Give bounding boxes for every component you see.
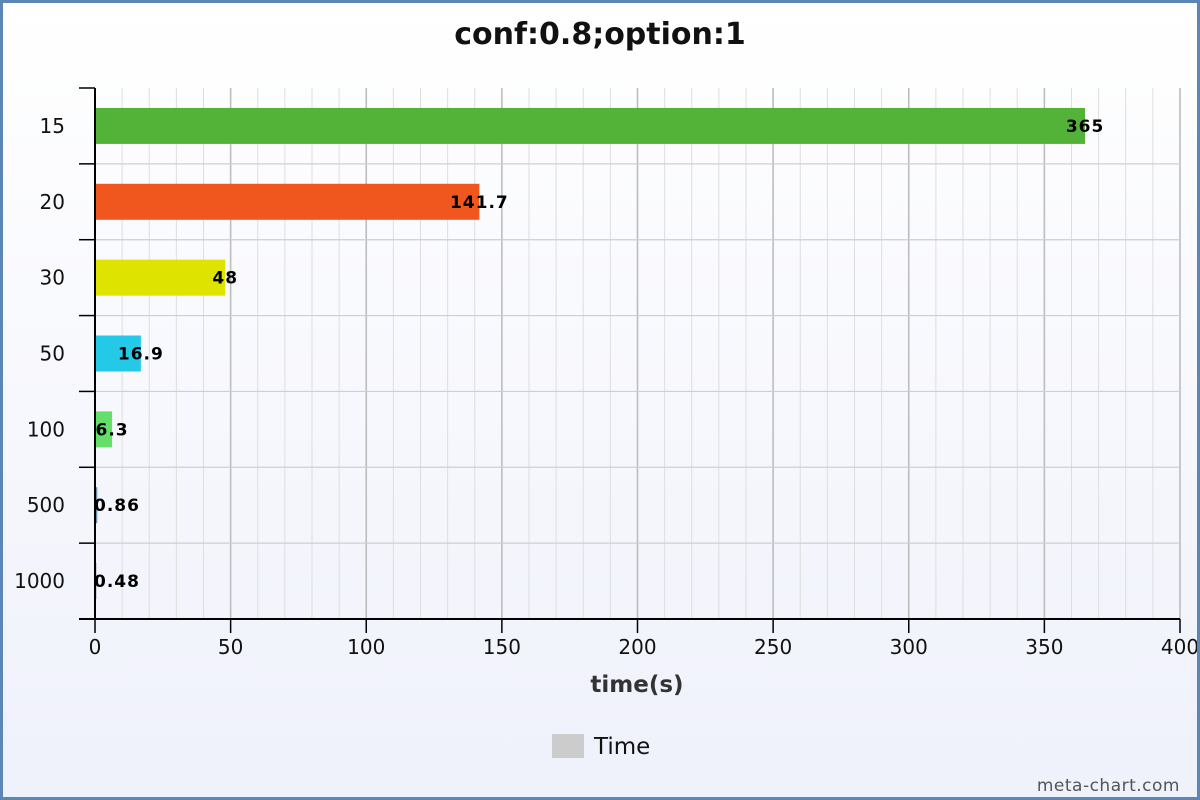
y-tick-label: 30 — [40, 266, 65, 290]
bar-50 — [95, 335, 141, 372]
data-label: 16.9 — [118, 345, 164, 365]
legend-swatch — [552, 734, 584, 758]
x-tick-label: 350 — [1025, 635, 1063, 659]
data-label: 365 — [1066, 117, 1105, 137]
chart-title: conf:0.8;option:1 — [454, 17, 746, 52]
x-tick-label: 200 — [618, 635, 656, 659]
legend-label: Time — [593, 734, 650, 760]
x-tick-label: 0 — [89, 635, 102, 659]
bar-15 — [95, 107, 1086, 144]
data-label: 6.3 — [96, 420, 129, 440]
bar-chart: conf:0.8;option:1 0 50 100 150 200 250 300 350 4… — [14, 17, 1197, 796]
x-tick-label: 400 — [1161, 635, 1197, 659]
labels: 0 50 100 150 200 250 300 350 400 15 20 30 50 100 500 10… — [14, 114, 1197, 659]
grid-lines — [95, 88, 1181, 620]
x-tick-label: 150 — [483, 635, 521, 659]
data-label: 141.7 — [450, 193, 509, 213]
y-tick-label: 500 — [27, 493, 65, 517]
y-tick-label: 20 — [40, 190, 65, 214]
axes — [79, 87, 1181, 633]
y-tick-label: 1000 — [14, 569, 65, 593]
bar-100 — [95, 411, 113, 448]
bar-20 — [95, 183, 480, 220]
data-label: 48 — [212, 269, 238, 289]
x-tick-label: 50 — [218, 635, 243, 659]
legend: Time — [552, 734, 650, 760]
x-tick-label: 300 — [890, 635, 928, 659]
x-tick-label: 250 — [754, 635, 792, 659]
data-label: 0.86 — [94, 496, 140, 516]
x-axis-title: time(s) — [590, 672, 683, 698]
y-tick-label: 15 — [40, 114, 65, 138]
y-tick-label: 50 — [40, 342, 65, 366]
watermark: meta-chart.com — [1037, 776, 1180, 796]
y-tick-label: 100 — [27, 417, 65, 441]
bar-30 — [95, 259, 226, 296]
bar-500 — [95, 487, 98, 524]
x-tick-label: 100 — [347, 635, 385, 659]
data-label: 0.48 — [94, 572, 140, 592]
bars — [95, 107, 1086, 600]
